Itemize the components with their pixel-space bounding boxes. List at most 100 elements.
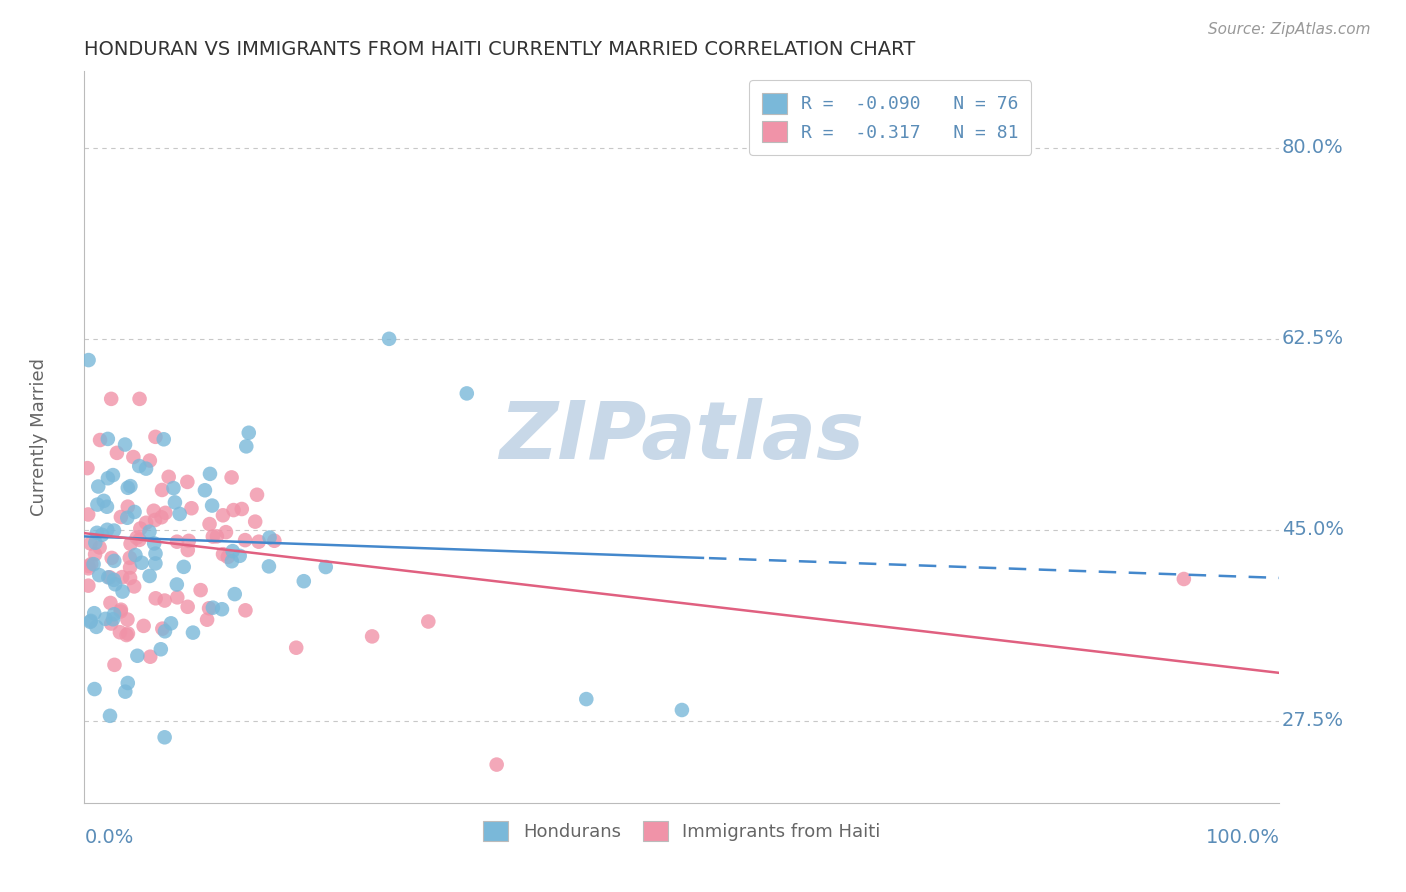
Point — [198, 467, 221, 481]
Point — [173, 559, 195, 574]
Point — [89, 433, 111, 447]
Point — [150, 622, 173, 636]
Point — [315, 560, 337, 574]
Point — [215, 525, 238, 540]
Point — [157, 470, 180, 484]
Point — [77, 508, 100, 522]
Text: ZIPatlas: ZIPatlas — [499, 398, 865, 476]
Point — [100, 596, 122, 610]
Point — [176, 599, 198, 614]
Point — [84, 535, 107, 549]
Point — [160, 616, 183, 631]
Point — [217, 549, 239, 564]
Point — [233, 533, 256, 548]
Point — [361, 629, 384, 643]
Point — [117, 676, 139, 690]
Point — [143, 536, 166, 550]
Point — [122, 450, 145, 464]
Point — [1173, 572, 1195, 586]
Text: Source: ZipAtlas.com: Source: ZipAtlas.com — [1208, 22, 1371, 37]
Point — [201, 499, 224, 513]
Point — [97, 432, 120, 446]
Point — [86, 620, 108, 634]
Point — [166, 534, 188, 549]
Point — [117, 500, 139, 514]
Point — [166, 577, 188, 591]
Point — [103, 554, 125, 568]
Point — [96, 523, 118, 537]
Point — [246, 488, 269, 502]
Point — [120, 537, 142, 551]
Point — [198, 517, 221, 532]
Point — [76, 461, 98, 475]
Point — [139, 453, 162, 467]
Point — [235, 603, 257, 617]
Point — [163, 495, 186, 509]
Point — [145, 430, 167, 444]
Point — [292, 574, 315, 589]
Point — [176, 475, 198, 489]
Point — [212, 547, 235, 561]
Point — [149, 642, 172, 657]
Point — [143, 513, 166, 527]
Point — [98, 570, 121, 584]
Point — [91, 528, 114, 542]
Point — [86, 525, 108, 540]
Point — [100, 392, 122, 406]
Point — [138, 524, 160, 539]
Point — [257, 559, 280, 574]
Point — [221, 544, 243, 558]
Point — [117, 626, 139, 640]
Point — [222, 503, 245, 517]
Text: 62.5%: 62.5% — [1282, 329, 1344, 349]
Point — [83, 557, 105, 571]
Point — [86, 498, 108, 512]
Point — [124, 548, 146, 562]
Point — [263, 533, 285, 548]
Point — [128, 392, 150, 406]
Text: 80.0%: 80.0% — [1282, 138, 1344, 157]
Point — [152, 432, 174, 446]
Point — [96, 500, 118, 514]
Point — [166, 591, 188, 605]
Point — [125, 531, 148, 545]
Point — [201, 529, 224, 543]
Point — [110, 604, 132, 618]
Point — [120, 560, 142, 574]
Point — [120, 571, 142, 585]
Point — [169, 507, 191, 521]
Point — [243, 515, 266, 529]
Point — [153, 731, 176, 745]
Point — [205, 529, 228, 543]
Point — [110, 510, 132, 524]
Point — [77, 579, 100, 593]
Point — [153, 624, 176, 639]
Point — [124, 505, 146, 519]
Point — [145, 591, 167, 606]
Point — [224, 587, 246, 601]
Point — [128, 533, 150, 547]
Legend: Hondurans, Immigrants from Haiti: Hondurans, Immigrants from Haiti — [477, 814, 887, 848]
Point — [103, 573, 125, 587]
Point — [97, 471, 120, 485]
Text: 100.0%: 100.0% — [1205, 829, 1279, 847]
Point — [212, 508, 235, 523]
Point — [671, 703, 693, 717]
Point — [181, 625, 204, 640]
Point — [89, 568, 111, 582]
Point — [122, 579, 145, 593]
Point — [238, 425, 260, 440]
Text: Currently Married: Currently Married — [30, 358, 48, 516]
Point — [259, 531, 281, 545]
Point — [456, 386, 478, 401]
Point — [103, 607, 125, 622]
Point — [117, 613, 139, 627]
Point — [231, 502, 253, 516]
Point — [79, 615, 101, 629]
Point — [418, 615, 440, 629]
Point — [195, 613, 218, 627]
Point — [117, 481, 139, 495]
Point — [153, 593, 176, 607]
Point — [83, 606, 105, 620]
Point — [285, 640, 308, 655]
